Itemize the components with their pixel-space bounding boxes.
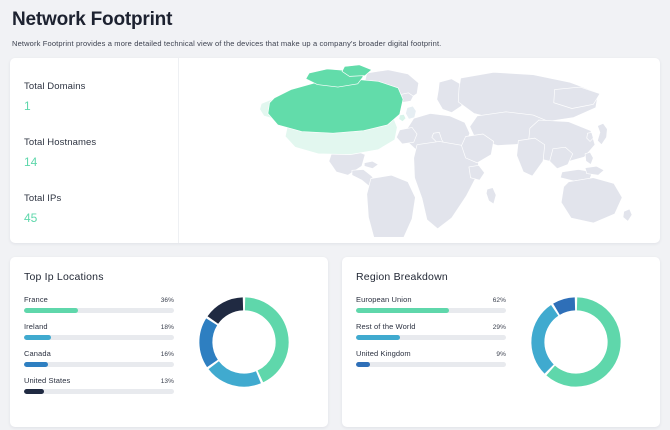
bar-percent: 36% bbox=[160, 297, 174, 304]
page-subtitle: Network Footprint provides a more detail… bbox=[12, 39, 442, 48]
stat-value: 1 bbox=[24, 99, 31, 113]
region-breakdown-card: Region Breakdown European Union 62% Rest… bbox=[342, 257, 660, 427]
donut-segment[interactable] bbox=[553, 296, 576, 315]
page-title: Network Footprint bbox=[12, 9, 173, 30]
bar-label: Rest of the World bbox=[356, 322, 416, 331]
donut-segment[interactable] bbox=[244, 296, 289, 382]
bar-fill bbox=[24, 389, 44, 394]
bar-row[interactable]: United States 13% bbox=[24, 376, 174, 394]
bar-track bbox=[24, 308, 174, 313]
bar-label: European Union bbox=[356, 295, 412, 304]
stat-total-domains: Total Domains 1 bbox=[24, 80, 178, 113]
bar-track bbox=[24, 389, 174, 394]
stat-total-hostnames: Total Hostnames 14 bbox=[24, 136, 178, 169]
donut-segment[interactable] bbox=[199, 317, 219, 367]
bar-track bbox=[24, 362, 174, 367]
stat-label: Total Domains bbox=[24, 81, 86, 92]
bar-row[interactable]: France 36% bbox=[24, 295, 174, 313]
world-map-container[interactable] bbox=[179, 58, 660, 243]
bar-row[interactable]: United Kingdom 9% bbox=[356, 349, 506, 367]
bar-fill bbox=[24, 335, 51, 340]
world-map-icon bbox=[259, 64, 633, 237]
bar-track bbox=[24, 335, 174, 340]
top-ip-locations-card: Top Ip Locations France 36% Ireland 18% bbox=[10, 257, 328, 427]
donut-segment[interactable] bbox=[546, 296, 621, 387]
bar-label: Ireland bbox=[24, 322, 48, 331]
top-ip-locations-legend: Top Ip Locations France 36% Ireland 18% bbox=[24, 270, 174, 417]
bar-track bbox=[356, 308, 506, 313]
stat-value: 45 bbox=[24, 211, 38, 225]
stat-label: Total Hostnames bbox=[24, 137, 97, 148]
bar-track bbox=[356, 362, 506, 367]
bar-percent: 18% bbox=[160, 324, 174, 331]
donut-segment[interactable] bbox=[207, 296, 244, 324]
map-region-united-kingdom bbox=[405, 105, 417, 120]
network-summary-card: Total Domains 1 Total Hostnames 14 Total… bbox=[10, 58, 660, 243]
bar-fill bbox=[356, 335, 400, 340]
donut-segment[interactable] bbox=[531, 304, 559, 374]
bar-label: France bbox=[24, 295, 48, 304]
donut-segment[interactable] bbox=[208, 360, 261, 387]
top-ip-locations-donut-container bbox=[174, 270, 314, 417]
bar-percent: 9% bbox=[496, 351, 506, 358]
bar-fill bbox=[356, 362, 370, 367]
map-region-canada-arctic-2 bbox=[341, 64, 373, 77]
bar-percent: 29% bbox=[492, 324, 506, 331]
stat-total-ips: Total IPs 45 bbox=[24, 192, 178, 225]
bar-label: United States bbox=[24, 376, 71, 385]
bar-label: Canada bbox=[24, 349, 51, 358]
region-breakdown-donut-container bbox=[506, 270, 646, 417]
bar-fill bbox=[24, 362, 48, 367]
bar-percent: 62% bbox=[492, 297, 506, 304]
bar-row[interactable]: European Union 62% bbox=[356, 295, 506, 313]
stat-value: 14 bbox=[24, 155, 38, 169]
bar-fill bbox=[356, 308, 449, 313]
bar-track bbox=[356, 335, 506, 340]
bar-label: United Kingdom bbox=[356, 349, 411, 358]
bar-percent: 13% bbox=[160, 378, 174, 385]
region-breakdown-legend: Region Breakdown European Union 62% Rest… bbox=[356, 270, 506, 417]
bar-row[interactable]: Rest of the World 29% bbox=[356, 322, 506, 340]
page-header: Network Footprint Network Footprint prov… bbox=[0, 0, 670, 58]
donut-chart-region-breakdown[interactable] bbox=[524, 290, 628, 394]
panel-title: Top Ip Locations bbox=[24, 271, 104, 283]
panel-title: Region Breakdown bbox=[356, 271, 448, 283]
main-content: Total Domains 1 Total Hostnames 14 Total… bbox=[0, 58, 670, 427]
stat-label: Total IPs bbox=[24, 193, 62, 204]
breakdown-row: Top Ip Locations France 36% Ireland 18% bbox=[10, 257, 660, 427]
map-region-ireland bbox=[398, 113, 407, 123]
donut-chart-top-ip-locations[interactable] bbox=[192, 290, 296, 394]
bar-percent: 16% bbox=[160, 351, 174, 358]
bar-row[interactable]: Ireland 18% bbox=[24, 322, 174, 340]
bar-row[interactable]: Canada 16% bbox=[24, 349, 174, 367]
bar-fill bbox=[24, 308, 78, 313]
summary-stats-column: Total Domains 1 Total Hostnames 14 Total… bbox=[10, 58, 179, 243]
